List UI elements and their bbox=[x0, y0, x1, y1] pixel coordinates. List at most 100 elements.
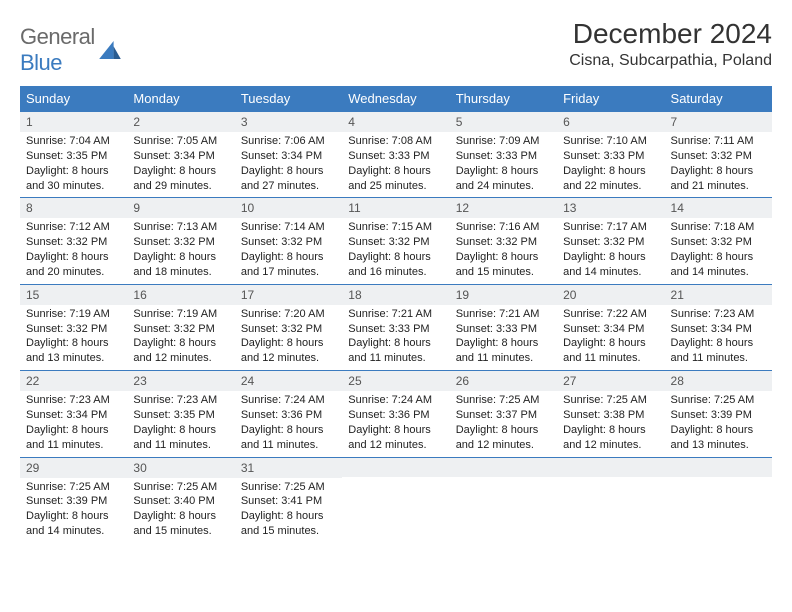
day-info-text: Sunrise: 7:25 AMSunset: 3:40 PMDaylight:… bbox=[133, 480, 228, 539]
day-number: 21 bbox=[665, 284, 772, 305]
calendar-cell: 30Sunrise: 7:25 AMSunset: 3:40 PMDayligh… bbox=[127, 457, 234, 543]
day-number: 15 bbox=[20, 284, 127, 305]
day-info: Sunrise: 7:25 AMSunset: 3:39 PMDaylight:… bbox=[20, 480, 127, 543]
calendar-cell: 4Sunrise: 7:08 AMSunset: 3:33 PMDaylight… bbox=[342, 111, 449, 197]
empty-day bbox=[450, 457, 557, 477]
calendar-row: 22Sunrise: 7:23 AMSunset: 3:34 PMDayligh… bbox=[20, 370, 772, 456]
day-number: 31 bbox=[235, 457, 342, 478]
day-info-text: Sunrise: 7:18 AMSunset: 3:32 PMDaylight:… bbox=[671, 220, 766, 279]
day-info-text: Sunrise: 7:05 AMSunset: 3:34 PMDaylight:… bbox=[133, 134, 228, 193]
calendar-cell bbox=[450, 457, 557, 543]
calendar-cell bbox=[557, 457, 664, 543]
day-info-text: Sunrise: 7:14 AMSunset: 3:32 PMDaylight:… bbox=[241, 220, 336, 279]
month-title: December 2024 bbox=[569, 18, 772, 50]
weekday-header: Friday bbox=[557, 86, 664, 111]
calendar-cell: 17Sunrise: 7:20 AMSunset: 3:32 PMDayligh… bbox=[235, 284, 342, 370]
day-info: Sunrise: 7:19 AMSunset: 3:32 PMDaylight:… bbox=[20, 307, 127, 370]
day-number: 23 bbox=[127, 370, 234, 391]
day-info: Sunrise: 7:20 AMSunset: 3:32 PMDaylight:… bbox=[235, 307, 342, 370]
day-number: 9 bbox=[127, 197, 234, 218]
day-info: Sunrise: 7:23 AMSunset: 3:34 PMDaylight:… bbox=[20, 393, 127, 456]
weekday-header: Monday bbox=[127, 86, 234, 111]
day-number: 30 bbox=[127, 457, 234, 478]
day-info: Sunrise: 7:17 AMSunset: 3:32 PMDaylight:… bbox=[557, 220, 664, 283]
day-number: 24 bbox=[235, 370, 342, 391]
calendar-cell: 23Sunrise: 7:23 AMSunset: 3:35 PMDayligh… bbox=[127, 370, 234, 456]
calendar-cell: 14Sunrise: 7:18 AMSunset: 3:32 PMDayligh… bbox=[665, 197, 772, 283]
calendar-cell: 11Sunrise: 7:15 AMSunset: 3:32 PMDayligh… bbox=[342, 197, 449, 283]
weekday-header: Thursday bbox=[450, 86, 557, 111]
calendar-cell bbox=[665, 457, 772, 543]
day-number: 17 bbox=[235, 284, 342, 305]
day-info-text: Sunrise: 7:17 AMSunset: 3:32 PMDaylight:… bbox=[563, 220, 658, 279]
calendar-row: 1Sunrise: 7:04 AMSunset: 3:35 PMDaylight… bbox=[20, 111, 772, 197]
calendar-cell: 31Sunrise: 7:25 AMSunset: 3:41 PMDayligh… bbox=[235, 457, 342, 543]
day-info-text: Sunrise: 7:25 AMSunset: 3:39 PMDaylight:… bbox=[26, 480, 121, 539]
day-info: Sunrise: 7:11 AMSunset: 3:32 PMDaylight:… bbox=[665, 134, 772, 197]
day-info: Sunrise: 7:09 AMSunset: 3:33 PMDaylight:… bbox=[450, 134, 557, 197]
empty-day bbox=[342, 457, 449, 477]
day-number: 29 bbox=[20, 457, 127, 478]
day-number: 11 bbox=[342, 197, 449, 218]
day-number: 26 bbox=[450, 370, 557, 391]
day-info-text: Sunrise: 7:21 AMSunset: 3:33 PMDaylight:… bbox=[348, 307, 443, 366]
day-info: Sunrise: 7:08 AMSunset: 3:33 PMDaylight:… bbox=[342, 134, 449, 197]
day-info-text: Sunrise: 7:19 AMSunset: 3:32 PMDaylight:… bbox=[26, 307, 121, 366]
calendar-cell: 3Sunrise: 7:06 AMSunset: 3:34 PMDaylight… bbox=[235, 111, 342, 197]
day-number: 3 bbox=[235, 111, 342, 132]
day-number: 20 bbox=[557, 284, 664, 305]
day-info: Sunrise: 7:23 AMSunset: 3:34 PMDaylight:… bbox=[665, 307, 772, 370]
calendar-cell: 18Sunrise: 7:21 AMSunset: 3:33 PMDayligh… bbox=[342, 284, 449, 370]
calendar-cell: 20Sunrise: 7:22 AMSunset: 3:34 PMDayligh… bbox=[557, 284, 664, 370]
day-info: Sunrise: 7:21 AMSunset: 3:33 PMDaylight:… bbox=[450, 307, 557, 370]
day-info: Sunrise: 7:25 AMSunset: 3:38 PMDaylight:… bbox=[557, 393, 664, 456]
day-info-text: Sunrise: 7:24 AMSunset: 3:36 PMDaylight:… bbox=[348, 393, 443, 452]
day-info-text: Sunrise: 7:22 AMSunset: 3:34 PMDaylight:… bbox=[563, 307, 658, 366]
day-number: 2 bbox=[127, 111, 234, 132]
day-info: Sunrise: 7:21 AMSunset: 3:33 PMDaylight:… bbox=[342, 307, 449, 370]
day-info-text: Sunrise: 7:04 AMSunset: 3:35 PMDaylight:… bbox=[26, 134, 121, 193]
calendar-cell: 27Sunrise: 7:25 AMSunset: 3:38 PMDayligh… bbox=[557, 370, 664, 456]
day-info: Sunrise: 7:18 AMSunset: 3:32 PMDaylight:… bbox=[665, 220, 772, 283]
calendar-cell: 15Sunrise: 7:19 AMSunset: 3:32 PMDayligh… bbox=[20, 284, 127, 370]
empty-day bbox=[557, 457, 664, 477]
day-info: Sunrise: 7:15 AMSunset: 3:32 PMDaylight:… bbox=[342, 220, 449, 283]
calendar-cell: 13Sunrise: 7:17 AMSunset: 3:32 PMDayligh… bbox=[557, 197, 664, 283]
day-info-text: Sunrise: 7:21 AMSunset: 3:33 PMDaylight:… bbox=[456, 307, 551, 366]
day-number: 16 bbox=[127, 284, 234, 305]
calendar-cell: 21Sunrise: 7:23 AMSunset: 3:34 PMDayligh… bbox=[665, 284, 772, 370]
day-info-text: Sunrise: 7:24 AMSunset: 3:36 PMDaylight:… bbox=[241, 393, 336, 452]
calendar-cell: 19Sunrise: 7:21 AMSunset: 3:33 PMDayligh… bbox=[450, 284, 557, 370]
calendar-cell: 28Sunrise: 7:25 AMSunset: 3:39 PMDayligh… bbox=[665, 370, 772, 456]
logo-text-blue: Blue bbox=[20, 50, 62, 75]
calendar-cell: 16Sunrise: 7:19 AMSunset: 3:32 PMDayligh… bbox=[127, 284, 234, 370]
day-info: Sunrise: 7:06 AMSunset: 3:34 PMDaylight:… bbox=[235, 134, 342, 197]
day-info: Sunrise: 7:25 AMSunset: 3:41 PMDaylight:… bbox=[235, 480, 342, 543]
calendar-row: 15Sunrise: 7:19 AMSunset: 3:32 PMDayligh… bbox=[20, 284, 772, 370]
title-block: December 2024 Cisna, Subcarpathia, Polan… bbox=[569, 18, 772, 70]
day-info-text: Sunrise: 7:25 AMSunset: 3:41 PMDaylight:… bbox=[241, 480, 336, 539]
day-number: 12 bbox=[450, 197, 557, 218]
day-info-text: Sunrise: 7:25 AMSunset: 3:37 PMDaylight:… bbox=[456, 393, 551, 452]
day-info-text: Sunrise: 7:16 AMSunset: 3:32 PMDaylight:… bbox=[456, 220, 551, 279]
day-number: 22 bbox=[20, 370, 127, 391]
empty-day bbox=[665, 457, 772, 477]
day-info-text: Sunrise: 7:06 AMSunset: 3:34 PMDaylight:… bbox=[241, 134, 336, 193]
day-info: Sunrise: 7:25 AMSunset: 3:37 PMDaylight:… bbox=[450, 393, 557, 456]
day-info: Sunrise: 7:05 AMSunset: 3:34 PMDaylight:… bbox=[127, 134, 234, 197]
weekday-header: Sunday bbox=[20, 86, 127, 111]
day-info-text: Sunrise: 7:19 AMSunset: 3:32 PMDaylight:… bbox=[133, 307, 228, 366]
calendar-cell: 10Sunrise: 7:14 AMSunset: 3:32 PMDayligh… bbox=[235, 197, 342, 283]
calendar-header-row: SundayMondayTuesdayWednesdayThursdayFrid… bbox=[20, 86, 772, 111]
day-number: 27 bbox=[557, 370, 664, 391]
calendar-cell: 24Sunrise: 7:24 AMSunset: 3:36 PMDayligh… bbox=[235, 370, 342, 456]
day-number: 19 bbox=[450, 284, 557, 305]
calendar-cell: 9Sunrise: 7:13 AMSunset: 3:32 PMDaylight… bbox=[127, 197, 234, 283]
day-info: Sunrise: 7:25 AMSunset: 3:40 PMDaylight:… bbox=[127, 480, 234, 543]
day-number: 4 bbox=[342, 111, 449, 132]
calendar-cell: 5Sunrise: 7:09 AMSunset: 3:33 PMDaylight… bbox=[450, 111, 557, 197]
day-info-text: Sunrise: 7:08 AMSunset: 3:33 PMDaylight:… bbox=[348, 134, 443, 193]
day-info: Sunrise: 7:24 AMSunset: 3:36 PMDaylight:… bbox=[342, 393, 449, 456]
calendar-cell: 25Sunrise: 7:24 AMSunset: 3:36 PMDayligh… bbox=[342, 370, 449, 456]
day-number: 1 bbox=[20, 111, 127, 132]
